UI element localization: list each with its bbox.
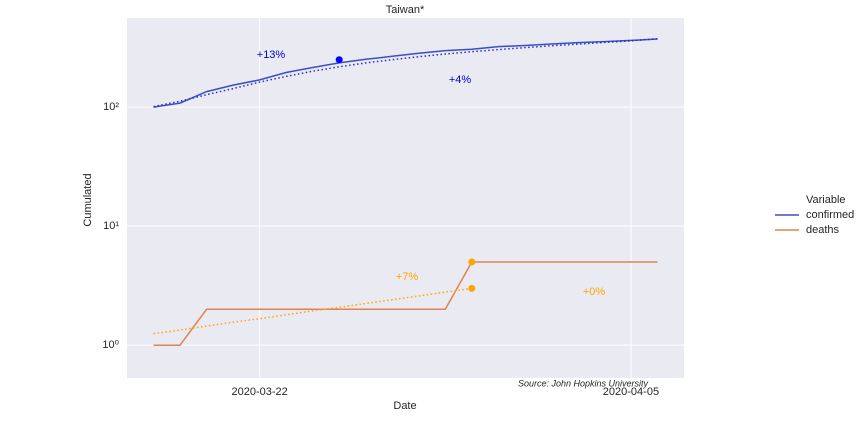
- plot-area: [127, 18, 684, 378]
- point-marker: [468, 258, 476, 266]
- trend-line: [153, 287, 472, 335]
- chart-title: Taiwan*: [386, 4, 425, 16]
- source-note: Source: John Hopkins University: [518, 378, 649, 388]
- annotation: +7%: [396, 271, 419, 283]
- annotation: +4%: [449, 74, 472, 86]
- y-tick-label: 10¹: [103, 220, 119, 232]
- x-axis-label: Date: [393, 400, 416, 412]
- series-line: [153, 261, 658, 346]
- y-tick-label: 10²: [103, 101, 119, 113]
- x-tick-label: 2020-04-05: [603, 386, 659, 398]
- y-axis-label: Cumulated: [82, 173, 94, 226]
- legend-label: deaths: [806, 224, 840, 236]
- trend-line: [153, 37, 658, 108]
- point-marker: [335, 56, 343, 64]
- annotation: +13%: [257, 49, 286, 61]
- legend-title: Variable: [806, 194, 846, 206]
- y-tick-label: 10⁰: [102, 339, 119, 351]
- annotation: +0%: [583, 286, 606, 298]
- series-line: [153, 38, 658, 108]
- legend-label: confirmed: [806, 209, 854, 221]
- x-tick-label: 2020-03-22: [231, 386, 287, 398]
- point-marker: [468, 284, 476, 292]
